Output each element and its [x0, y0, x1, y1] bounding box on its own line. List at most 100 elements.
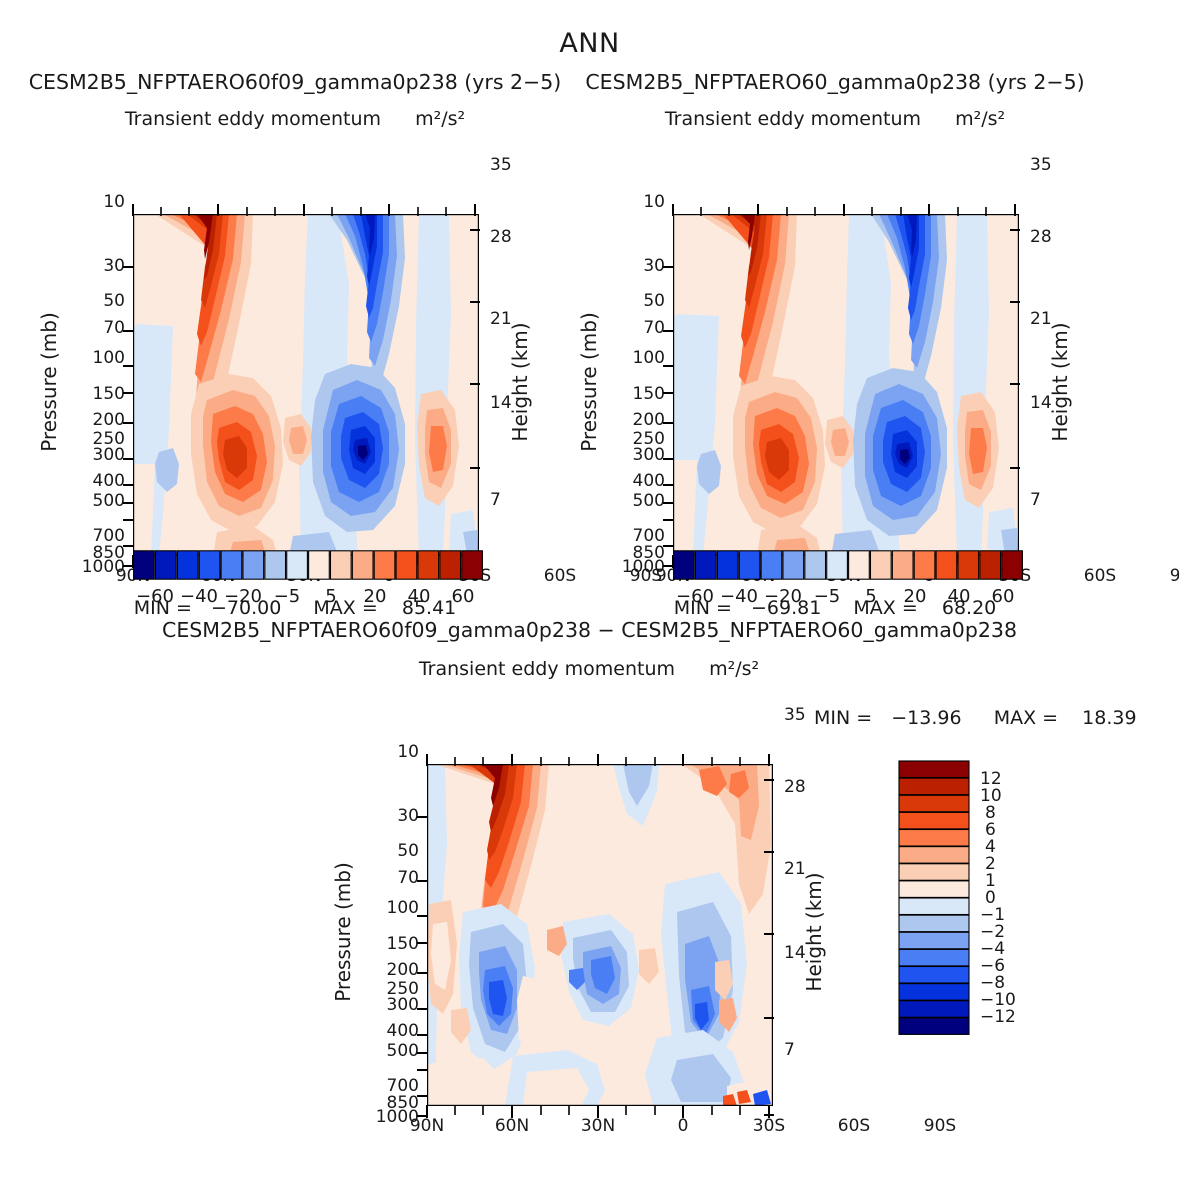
cbvlab-0: 0	[985, 888, 996, 908]
ytick-150: 150	[632, 384, 665, 404]
colorbar-cell	[898, 948, 970, 967]
colorbar-cell	[351, 550, 374, 580]
colorbar-cell	[286, 550, 308, 580]
ytick-300: 300	[92, 445, 125, 465]
htick-21: 21	[784, 859, 806, 879]
colorbar-cell	[848, 550, 870, 580]
cblab--5: −5	[813, 586, 841, 607]
ytick-70: 70	[643, 318, 665, 338]
htick-7: 7	[784, 1040, 795, 1060]
xtick-90S: 90S	[1169, 566, 1179, 586]
colorbar-cell	[898, 863, 970, 881]
htick-14: 14	[1030, 393, 1052, 413]
plot-heading-control-case: Transient eddy momentum m²/s²	[540, 108, 1130, 130]
colorbar-cell	[898, 931, 970, 950]
max-value: 85.41	[401, 597, 457, 619]
colorbar-difference[interactable]: 12 10 8 6 4 2 1 0 −1 −2 −4 −6 −8 −10 −12	[898, 760, 1098, 1036]
ytick-100: 100	[632, 348, 665, 368]
ytick-70: 70	[103, 318, 125, 338]
xtick-60N: 60N	[494, 1116, 530, 1136]
colorbar-cell	[957, 550, 980, 580]
colorbar-cell	[738, 550, 761, 580]
contour-plot-control-case	[673, 214, 1019, 556]
y-axis-title-pressure-difference: Pressure (mb)	[331, 862, 355, 1002]
colorbar-cell	[782, 550, 805, 580]
ytick-300: 300	[386, 995, 419, 1015]
cbvlab-2: 2	[985, 854, 996, 874]
ytick-300: 300	[632, 445, 665, 465]
colorbar-cell	[898, 811, 970, 830]
ytick-250: 250	[386, 979, 419, 999]
colorbar-cell	[898, 983, 970, 1001]
minmax-difference: MIN = −13.96 MAX = 18.39	[814, 707, 1154, 729]
cbvlab-8: 8	[985, 803, 996, 823]
ytick-500: 500	[386, 1041, 419, 1061]
variable-label: Transient eddy momentum	[418, 658, 676, 680]
colorbar-absolute-left[interactable]: −60 −40 −20 −5 5 20 40 60	[133, 550, 495, 607]
ytick-50: 50	[397, 841, 419, 861]
contour-plot-test-case	[133, 214, 479, 556]
cbvlab--10: −10	[980, 990, 1016, 1010]
ytick-100: 100	[92, 348, 125, 368]
ytick-1000: 1000	[621, 557, 665, 577]
panel-title-control-case: CESM2B5_NFPTAERO60_gamma0p238 (yrs 2−5)	[585, 70, 1085, 94]
cbvlab--1: −1	[980, 905, 1006, 925]
colorbar-swatches-left[interactable]	[133, 550, 483, 580]
ytick-10: 10	[103, 192, 125, 212]
cblab-20: 20	[903, 586, 927, 607]
ytick-30: 30	[397, 806, 419, 826]
colorbar-swatches-difference[interactable]	[898, 760, 972, 1036]
max-label: MAX =	[853, 597, 918, 619]
min-value: −69.81	[750, 597, 822, 619]
contour-plot-difference	[427, 764, 773, 1106]
colorbar-cell	[891, 550, 914, 580]
cbvlab--6: −6	[980, 956, 1006, 976]
max-label: MAX =	[993, 707, 1059, 729]
colorbar-cell	[264, 550, 287, 580]
y-axis-title-pressure-control-case: Pressure (mb)	[577, 312, 601, 452]
variable-label: Transient eddy momentum	[124, 108, 382, 130]
cbvlab-1: 1	[985, 871, 996, 891]
cblab-40: 40	[407, 586, 431, 607]
colorbar-cell	[373, 550, 396, 580]
ytick-400: 400	[386, 1021, 419, 1041]
colorbar-cell	[198, 550, 221, 580]
min-value: −13.96	[891, 707, 962, 729]
ytick-100: 100	[386, 898, 419, 918]
cblab-5: 5	[325, 586, 337, 607]
colorbar-swatches-right[interactable]	[673, 550, 1023, 580]
cblab-5: 5	[865, 586, 877, 607]
min-label: MIN =	[814, 707, 873, 729]
colorbar-cell	[329, 550, 352, 580]
ytick-700: 700	[632, 526, 665, 546]
cblab--5: −5	[273, 586, 301, 607]
colorbar-cell	[898, 777, 970, 796]
cblab-20: 20	[363, 586, 387, 607]
panel-test-case: CESM2B5_NFPTAERO60f09_gamma0p238 (yrs 2−…	[0, 70, 663, 619]
htick-28: 28	[490, 227, 512, 247]
htick-35: 35	[490, 155, 512, 175]
cblab--40: −40	[720, 586, 758, 607]
ytick-200: 200	[92, 410, 125, 430]
ytick-30: 30	[103, 256, 125, 276]
ytick-30: 30	[643, 256, 665, 276]
ytick-700: 700	[92, 526, 125, 546]
colorbar-cell	[804, 550, 827, 580]
season-title: ANN	[559, 28, 620, 59]
xtick-30S: 30S	[752, 1116, 786, 1136]
ytick-10: 10	[397, 742, 419, 762]
panel-title-difference: CESM2B5_NFPTAERO60f09_gamma0p238 − CESM2…	[162, 618, 1017, 642]
colorbar-absolute-right[interactable]: −60 −40 −20 −5 5 20 40 60	[673, 550, 1035, 607]
htick-28: 28	[1030, 227, 1052, 247]
cbvlab--2: −2	[980, 922, 1006, 942]
panel-control-case: CESM2B5_NFPTAERO60_gamma0p238 (yrs 2−5) …	[540, 70, 1179, 619]
xtick-60S: 60S	[837, 1116, 871, 1136]
colorbar-cell	[694, 550, 717, 580]
cbvlab-6: 6	[985, 820, 996, 840]
panel-title-test-case: CESM2B5_NFPTAERO60f09_gamma0p238 (yrs 2−…	[28, 70, 562, 94]
ytick-850: 850	[632, 543, 665, 563]
cblab--20: −20	[764, 586, 802, 607]
colorbar-cell	[716, 550, 739, 580]
xtick-60S: 60S	[1083, 566, 1117, 586]
